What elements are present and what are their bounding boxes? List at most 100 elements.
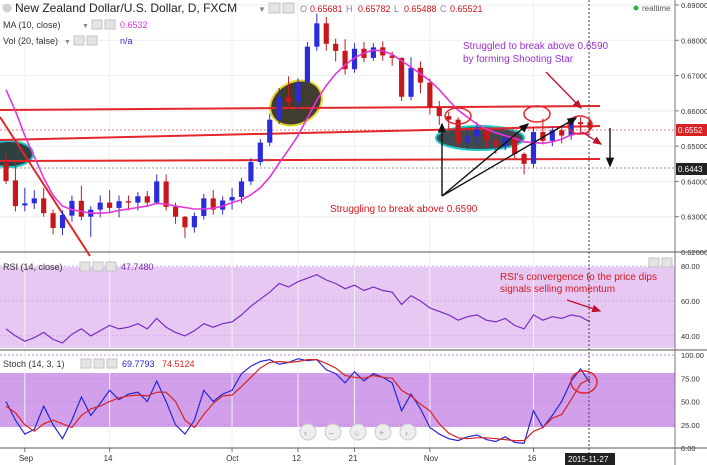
candle-body xyxy=(474,129,480,137)
chart-header: New Zealand Dollar/U.S. Dollar, D, FXCM … xyxy=(2,1,671,15)
candle-body xyxy=(333,43,339,51)
stoch-close-icon[interactable] xyxy=(93,358,105,369)
price-tick-label: 0.68000 xyxy=(681,36,707,45)
ohlc-close-label: C xyxy=(440,4,447,14)
candle-body xyxy=(220,200,226,210)
candle-body xyxy=(144,196,150,203)
rsi-legend-value: 47.7480 xyxy=(121,262,154,272)
realtime-dot-icon xyxy=(633,5,639,11)
symbol-dropdown-icon[interactable]: ▼ xyxy=(258,5,266,14)
rsi-axis: 80.00 60.00 40.00 xyxy=(681,262,700,341)
arrow-rsi xyxy=(566,299,602,313)
nav-scroll-right-icon[interactable] xyxy=(399,423,417,441)
stoch-legend-label[interactable]: Stoch (14, 3, 1) xyxy=(3,359,65,369)
candle-body xyxy=(464,136,471,143)
nav-left-glyph: ‹ xyxy=(304,428,307,438)
rsi-tick-label: 40.00 xyxy=(681,332,700,341)
candle-body xyxy=(78,200,84,217)
candle-body xyxy=(351,48,358,70)
ma-close-icon[interactable] xyxy=(104,19,116,30)
level-text: 0.6443 xyxy=(678,165,703,174)
vol-legend-value: n/a xyxy=(120,36,133,46)
stoch-band xyxy=(0,373,675,427)
candle-body xyxy=(12,180,19,207)
ma-legend-label[interactable]: MA (10, close) xyxy=(3,20,61,30)
stoch-tick-label: 75.00 xyxy=(681,374,700,383)
candle-body xyxy=(69,200,75,216)
date-badge xyxy=(565,453,615,465)
candle-body xyxy=(427,82,433,108)
stoch-tick-label: 100.00 xyxy=(681,351,704,360)
candle-body xyxy=(577,122,584,125)
support-line[interactable] xyxy=(0,158,601,162)
price-tick-label: 0.63000 xyxy=(681,213,707,222)
stoch-extra-icon[interactable] xyxy=(106,358,118,369)
ma-dropdown-icon[interactable]: ▼ xyxy=(82,23,89,30)
candle-body xyxy=(267,119,273,143)
rsi-panel xyxy=(0,267,675,348)
ohlc-low: 0.65488 xyxy=(404,4,437,14)
rsi-panel-up-icon[interactable] xyxy=(648,257,660,268)
candle-body xyxy=(97,202,103,210)
candle-body xyxy=(417,67,424,83)
candle-body xyxy=(568,122,574,136)
annotation-rsi-line1: RSI's convergence to the price dips xyxy=(500,272,657,283)
stoch-settings-icon[interactable] xyxy=(80,358,92,369)
rsi-close-icon[interactable] xyxy=(92,261,104,272)
annotation-struggling: Struggling to break above 0.6590 xyxy=(330,204,478,215)
candle-body xyxy=(135,196,141,203)
header-close-icon[interactable] xyxy=(282,2,295,14)
candle-body xyxy=(172,206,179,217)
nav-reset-icon[interactable] xyxy=(349,423,367,441)
stoch-top-circle xyxy=(570,370,598,394)
vol-settings-icon[interactable] xyxy=(73,35,85,46)
candle-body xyxy=(201,198,207,217)
candle-body xyxy=(408,67,414,97)
candle-body xyxy=(116,201,122,208)
vol-dropdown-icon[interactable]: ▼ xyxy=(64,39,71,46)
rsi-settings-icon[interactable] xyxy=(79,261,91,272)
resistance-line-upper[interactable] xyxy=(0,105,601,111)
stoch-tick-label: 50.00 xyxy=(681,398,700,407)
rsi-legend: RSI (14, close) 47.7480 xyxy=(3,257,673,272)
header-settings-icon[interactable] xyxy=(268,2,281,14)
arrow-black-3 xyxy=(441,117,578,197)
candle-body xyxy=(191,216,197,228)
candle-body xyxy=(50,213,56,229)
vol-legend-label[interactable]: Vol (20, false) xyxy=(3,36,58,46)
realtime-label: realtime xyxy=(642,4,671,13)
candle-body xyxy=(493,140,499,147)
candle-body xyxy=(323,23,329,44)
last-price-text: 0.6552 xyxy=(678,126,703,135)
ohlc-open: 0.65681 xyxy=(310,4,343,14)
candle-body xyxy=(389,55,395,58)
candle-body xyxy=(59,214,66,229)
nav-scroll-left-icon[interactable] xyxy=(299,423,317,441)
stoch-k-value: 69.7793 xyxy=(122,359,155,369)
candle-body xyxy=(314,23,320,47)
candle-body xyxy=(3,163,9,182)
candle-body xyxy=(502,137,508,147)
ma-legend-value: 0.6532 xyxy=(120,20,148,30)
rsi-legend-label[interactable]: RSI (14, close) xyxy=(3,262,63,272)
ohlc-low-label: L xyxy=(394,4,399,14)
nav-zoom-out-icon[interactable] xyxy=(324,423,342,441)
time-tick-label: 16 xyxy=(527,454,536,463)
ma-settings-icon[interactable] xyxy=(91,19,103,30)
downtrend-line[interactable] xyxy=(0,116,91,257)
rsi-band xyxy=(0,267,675,348)
candle-body xyxy=(125,201,132,203)
candle-body xyxy=(41,198,47,214)
rsi-extra-icon[interactable] xyxy=(105,261,117,272)
rsi-panel-close-icon[interactable] xyxy=(661,257,673,268)
candle-body xyxy=(107,202,113,208)
date-badge-text: 2015-11-27 xyxy=(568,455,609,464)
annotation-shooting-star-line2: by forming Shooting Star xyxy=(463,54,574,65)
rsi-line xyxy=(5,274,591,344)
nav-reset-glyph: ○ xyxy=(354,428,359,438)
nav-plus-glyph: + xyxy=(379,428,384,438)
vol-close-icon[interactable] xyxy=(86,35,98,46)
symbol-title[interactable]: New Zealand Dollar/U.S. Dollar, D, FXCM xyxy=(15,1,237,15)
annotation-rsi-line2: signals selling momentum xyxy=(500,284,615,295)
nav-zoom-in-icon[interactable] xyxy=(374,423,392,441)
